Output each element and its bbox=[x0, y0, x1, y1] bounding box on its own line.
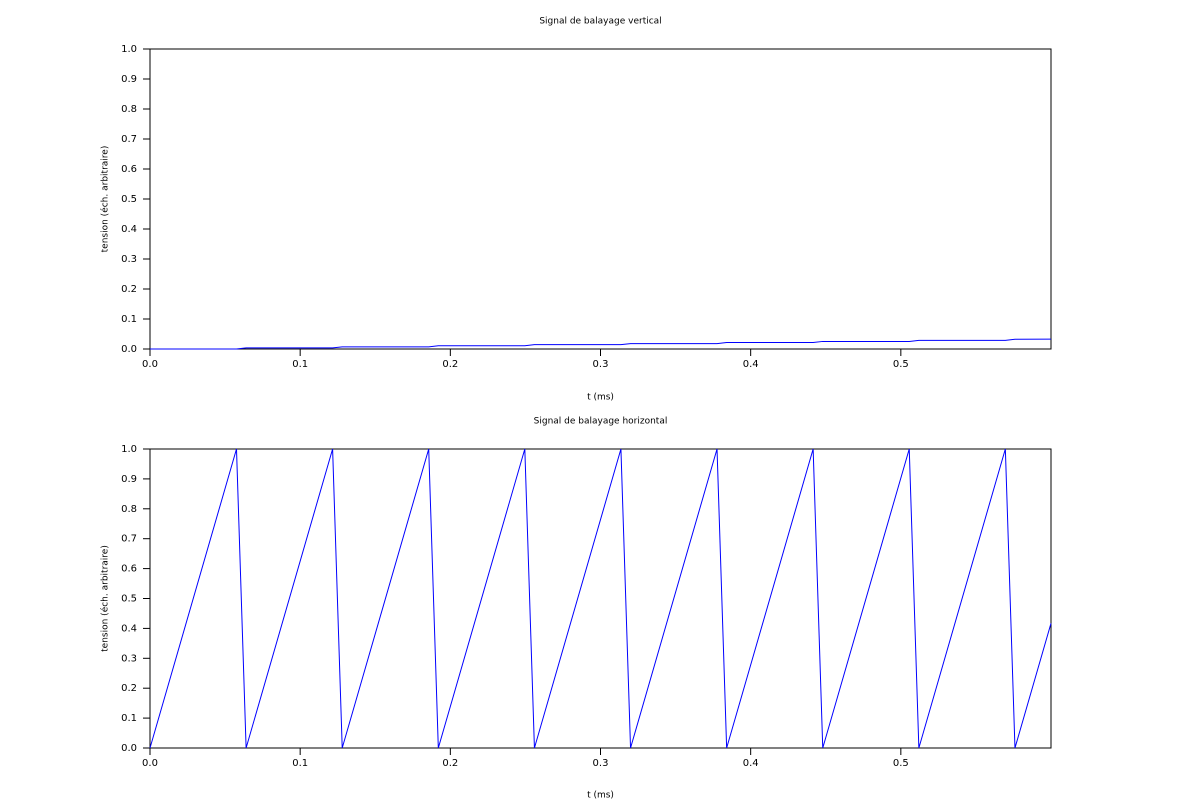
y-tick-label: 0.0 bbox=[121, 743, 137, 754]
y-tick-label: 0.7 bbox=[121, 534, 137, 545]
y-tick-label: 1.0 bbox=[121, 44, 137, 55]
y-axis-label: tension (éch. arbitraire) bbox=[100, 545, 111, 652]
y-tick-label: 0.5 bbox=[121, 594, 137, 605]
series-line bbox=[150, 338, 1052, 350]
plot-frame bbox=[149, 448, 1052, 749]
y-tick-label: 0.2 bbox=[121, 683, 137, 694]
y-tick-label: 0.6 bbox=[121, 564, 137, 575]
x-tick-label: 0.2 bbox=[442, 758, 458, 769]
y-tick-label: 0.9 bbox=[121, 474, 137, 485]
x-tick-label: 0.4 bbox=[743, 758, 759, 769]
x-tick-label: 0.1 bbox=[292, 758, 308, 769]
y-tick-label: 1.0 bbox=[121, 444, 137, 455]
x-tick-label: 0.0 bbox=[142, 758, 158, 769]
y-tick-label: 0.8 bbox=[121, 104, 137, 115]
x-tick-label: 0.5 bbox=[893, 359, 909, 370]
x-tick-label: 0.1 bbox=[292, 359, 308, 370]
y-tick-label: 0.3 bbox=[121, 254, 137, 265]
y-tick-label: 0.9 bbox=[121, 74, 137, 85]
y-tick-label: 0.0 bbox=[121, 344, 137, 355]
x-tick-label: 0.5 bbox=[893, 758, 909, 769]
y-tick-label: 0.5 bbox=[121, 194, 137, 205]
x-tick-label: 0.2 bbox=[442, 359, 458, 370]
y-tick-label: 0.4 bbox=[121, 224, 137, 235]
x-tick-label: 0.4 bbox=[743, 359, 759, 370]
y-tick-label: 0.3 bbox=[121, 653, 137, 664]
y-tick-label: 0.8 bbox=[121, 504, 137, 515]
y-axis-label: tension (éch. arbitraire) bbox=[100, 146, 111, 253]
x-tick-label: 0.3 bbox=[593, 758, 609, 769]
x-tick-label: 0.0 bbox=[142, 359, 158, 370]
series-line bbox=[149, 448, 1052, 749]
chart-title: Signal de balayage horizontal bbox=[534, 417, 668, 427]
x-tick-label: 0.3 bbox=[593, 359, 609, 370]
x-axis-label: t (ms) bbox=[587, 393, 614, 403]
y-tick-label: 0.1 bbox=[121, 314, 137, 325]
x-axis-label: t (ms) bbox=[587, 791, 614, 801]
y-tick-label: 0.7 bbox=[121, 134, 137, 145]
y-tick-label: 0.6 bbox=[121, 164, 137, 175]
y-tick-label: 0.2 bbox=[121, 284, 137, 295]
plot-frame bbox=[149, 48, 1052, 350]
chart-title: Signal de balayage vertical bbox=[539, 17, 661, 27]
y-tick-label: 0.1 bbox=[121, 713, 137, 724]
y-tick-label: 0.4 bbox=[121, 623, 137, 634]
